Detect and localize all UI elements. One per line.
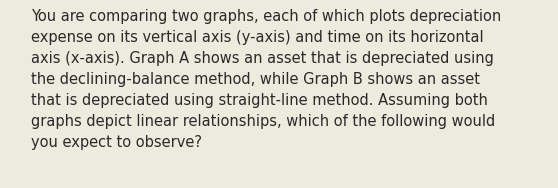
Text: You are comparing two graphs, each of which plots depreciation
expense on its ve: You are comparing two graphs, each of wh… (31, 9, 501, 150)
